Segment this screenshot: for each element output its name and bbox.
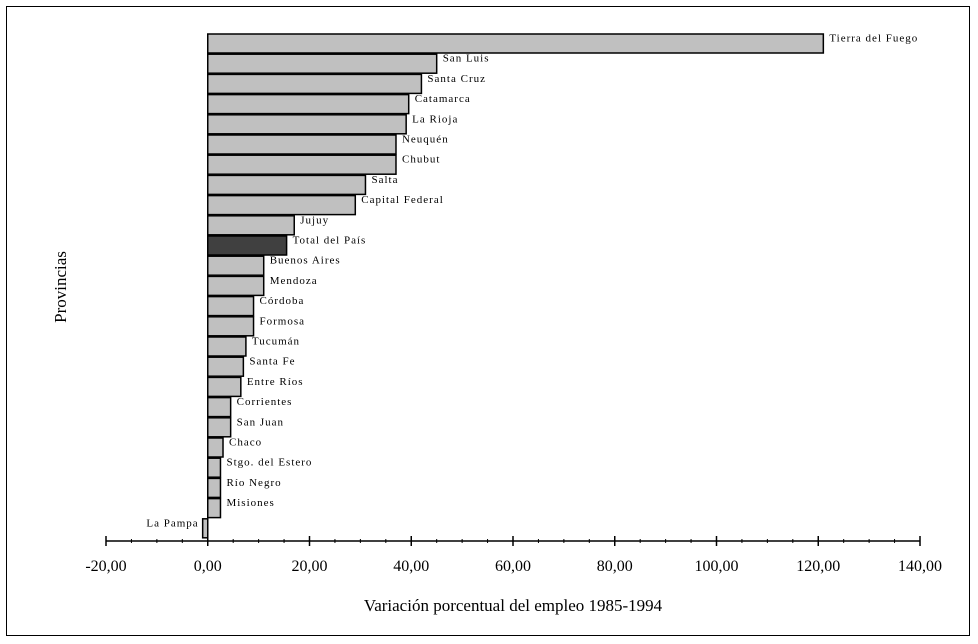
bar-catamarca [207, 93, 410, 115]
bar-label: La Pampa [146, 517, 198, 529]
bar-label: Río Negro [226, 477, 281, 489]
bar-capital-federal [207, 194, 357, 216]
bars-group [201, 33, 825, 539]
bar-label: Corrientes [237, 396, 293, 408]
bar-tucum-n [207, 336, 247, 357]
bar-label: Tucumán [252, 336, 300, 348]
bar-label: San Juan [237, 416, 284, 428]
bar-label: Neuquén [402, 134, 449, 146]
bar-santa-fe [207, 356, 245, 377]
x-tick-label: 0,00 [194, 558, 222, 575]
x-tick-label: 140,00 [898, 558, 942, 575]
bar-label: La Rioja [412, 113, 458, 125]
bar-label: Chubut [402, 154, 440, 166]
bar-label: Córdoba [260, 295, 305, 307]
bar-chubut [207, 154, 397, 175]
x-axis-title: Variación porcentual del empleo 1985-199… [364, 596, 663, 615]
x-axis: -20,00 0,00 20,00 40,00 60,00 80,00 100,00 120,… [85, 536, 942, 575]
bar-label: Capital Federal [361, 194, 444, 206]
x-tick-label: 20,00 [292, 558, 328, 575]
bar-jujuy [207, 215, 295, 236]
bar-labels-group: Tierra del Fuego San Luis Santa Cruz Catama… [146, 33, 918, 530]
bar-label: San Luis [443, 53, 490, 65]
bar-santa-cruz [207, 73, 423, 95]
bar-la-pampa [201, 518, 209, 539]
bar-mendoza [207, 275, 265, 297]
bar-label: Tierra del Fuego [829, 33, 918, 45]
x-tick-label: 120,00 [796, 558, 840, 575]
bar-stgo-del-estero [207, 457, 222, 478]
bar-formosa [207, 316, 255, 337]
bar-label: Chaco [229, 437, 262, 449]
bar-la-rioja [207, 114, 407, 135]
x-tick-label: 40,00 [393, 558, 429, 575]
bar-neuqu-n [207, 134, 397, 155]
bar-label: Formosa [260, 315, 306, 327]
bar-total-del-pa-s [207, 235, 288, 256]
bar-buenos-aires [207, 255, 265, 276]
bar-chaco [207, 437, 224, 458]
bar-tierra-del-fuego [207, 33, 825, 54]
bar-salta [207, 174, 367, 196]
bar-label: Total del País [293, 235, 367, 247]
bar-label: Salta [371, 174, 398, 186]
bar-label: Santa Fe [249, 356, 295, 368]
bar-label: Jujuy [300, 214, 329, 226]
bar-label: Mendoza [270, 275, 318, 287]
bar-label: Santa Cruz [427, 73, 486, 85]
x-tick-label: 100,00 [695, 558, 739, 575]
bar-label: Catamarca [415, 93, 471, 105]
bar-entre-r-os [207, 376, 242, 398]
bar-san-luis [207, 53, 438, 74]
bar-r-o-negro [207, 477, 222, 499]
bar-label: Entre Ríos [247, 376, 304, 388]
x-tick-label: 80,00 [597, 558, 633, 575]
x-tick-label: -20,00 [85, 558, 126, 575]
bar-label: Stgo. del Estero [226, 457, 312, 469]
bar-label: Buenos Aires [270, 255, 341, 267]
x-tick-label: 60,00 [495, 558, 531, 575]
y-axis-title: Provincias [51, 251, 70, 323]
bar-san-juan [207, 417, 232, 438]
bar-misiones [207, 497, 222, 519]
bar-label: Misiones [226, 497, 274, 509]
bar-c-rdoba [207, 295, 255, 317]
bar-corrientes [207, 396, 232, 418]
chart-frame [6, 6, 970, 636]
